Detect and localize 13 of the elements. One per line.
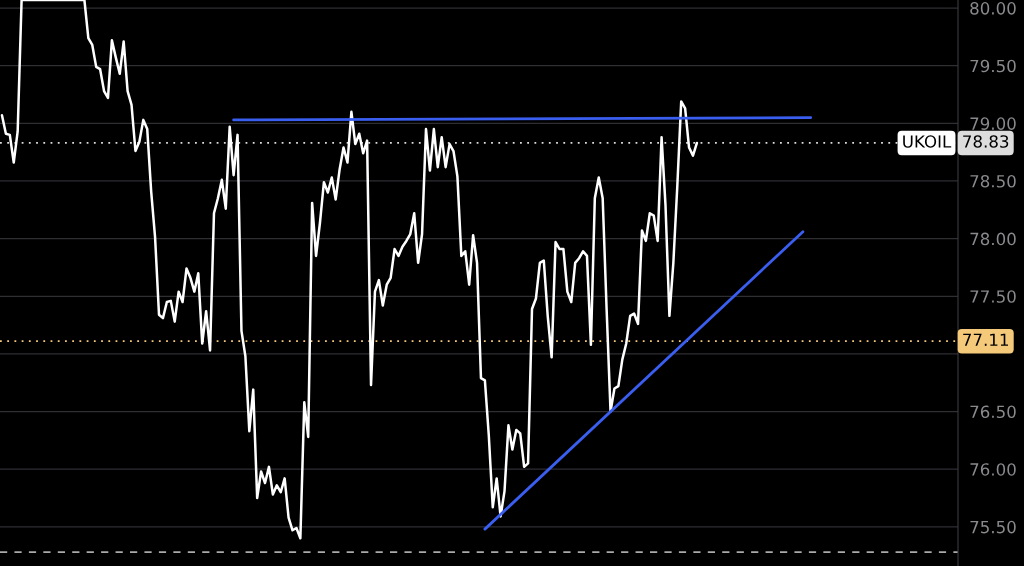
y-tick-label: 77.50 bbox=[970, 290, 1016, 303]
ref-line-label: 78.83 bbox=[963, 135, 1009, 148]
y-tick-label: 79.50 bbox=[970, 59, 1016, 73]
ref-line-label: 77.11 bbox=[963, 333, 1009, 346]
y-tick-label: 76.00 bbox=[970, 463, 1016, 476]
y-tick-label: 78.00 bbox=[970, 232, 1016, 246]
y-tick-label: 76.50 bbox=[970, 405, 1016, 419]
y-tick-label: 78.50 bbox=[970, 174, 1016, 188]
y-tick-label: 80.00 bbox=[970, 2, 1016, 15]
line-series bbox=[0, 0, 699, 540]
annotation: UKOIL bbox=[903, 135, 952, 148]
y-tick-label: 79.00 bbox=[970, 117, 1016, 130]
y-tick-label: 75.50 bbox=[970, 520, 1016, 534]
